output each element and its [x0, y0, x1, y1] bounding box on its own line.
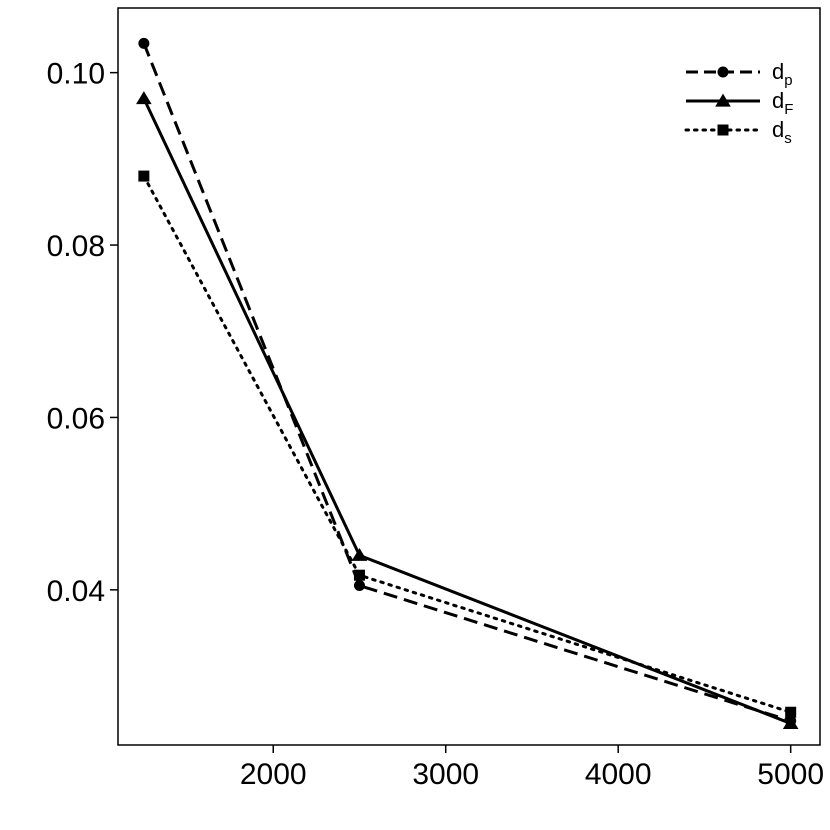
legend-label-main: d	[772, 59, 784, 84]
data-point-circle	[138, 37, 150, 49]
y-tick-label: 0.06	[47, 402, 105, 435]
data-point-square	[353, 569, 365, 581]
data-point-triangle	[136, 91, 152, 105]
plot-panel	[117, 7, 821, 746]
x-tick-label: 4000	[585, 758, 652, 791]
legend-marker-circle	[717, 66, 729, 78]
data-point-triangle	[351, 547, 368, 561]
series-line-square	[142, 174, 793, 714]
legend-label-subscript: p	[784, 72, 792, 89]
data-point-triangle	[782, 716, 799, 730]
x-tick-label: 2000	[240, 758, 307, 791]
y-tick-label: 0.10	[47, 58, 105, 91]
y-tick-label: 0.04	[47, 575, 105, 608]
y-axis: 0.04 0.06 0.08 0.10	[47, 58, 118, 608]
data-point-square	[785, 706, 797, 718]
series-line-triangle	[142, 97, 792, 725]
legend-label-subscript: s	[784, 130, 792, 147]
legend-label-main: d	[772, 117, 784, 142]
y-tick-label: 0.08	[47, 230, 105, 263]
legend-label-square: ds	[772, 117, 792, 147]
x-tick-label: 5000	[757, 758, 824, 791]
legend-marker-triangle	[715, 93, 731, 107]
series-line-circle	[142, 42, 792, 723]
series-layer	[136, 37, 799, 730]
legend-marker-square	[717, 124, 729, 136]
legend-label-circle: dp	[772, 59, 793, 89]
data-point-circle	[353, 580, 365, 592]
x-tick-label: 3000	[412, 758, 479, 791]
legend-label-main: d	[772, 88, 784, 113]
legend-label-subscript: F	[784, 101, 793, 118]
legend-label-triangle: dF	[772, 88, 793, 118]
x-axis: 2000 3000 4000 5000	[240, 745, 824, 791]
data-point-square	[138, 170, 150, 182]
